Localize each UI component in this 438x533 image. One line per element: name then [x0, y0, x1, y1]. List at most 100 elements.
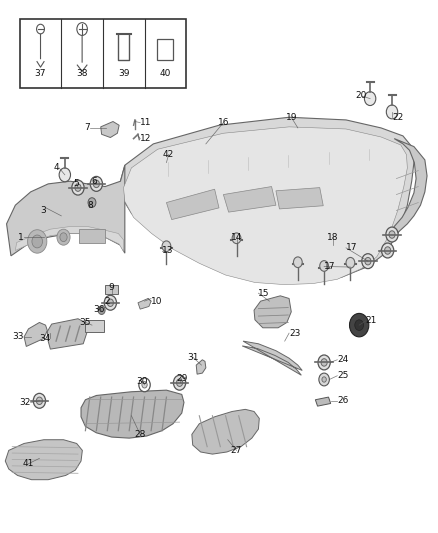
Bar: [157, 39, 173, 60]
Text: 35: 35: [80, 318, 91, 327]
Text: 21: 21: [366, 317, 377, 325]
Circle shape: [93, 180, 99, 188]
Circle shape: [177, 379, 183, 386]
Circle shape: [293, 257, 302, 268]
Text: 40: 40: [160, 69, 171, 78]
Text: 13: 13: [162, 246, 173, 255]
Circle shape: [75, 184, 81, 191]
Text: 32: 32: [19, 398, 31, 407]
Text: 4: 4: [53, 164, 59, 172]
Text: 14: 14: [231, 233, 242, 241]
Text: 31: 31: [187, 353, 198, 361]
Circle shape: [385, 247, 391, 254]
Circle shape: [77, 22, 87, 36]
Polygon shape: [394, 139, 427, 237]
Circle shape: [355, 320, 364, 330]
Polygon shape: [120, 117, 414, 282]
Text: 17: 17: [324, 262, 336, 271]
Bar: [79, 229, 105, 243]
Circle shape: [33, 393, 46, 408]
Text: 5: 5: [74, 180, 80, 188]
Circle shape: [104, 295, 117, 310]
Text: 8: 8: [87, 201, 93, 209]
Circle shape: [32, 235, 42, 248]
Text: 18: 18: [327, 233, 339, 241]
Text: 16: 16: [218, 118, 229, 127]
Polygon shape: [254, 296, 291, 328]
Text: 11: 11: [140, 118, 152, 127]
Text: 10: 10: [151, 297, 162, 305]
Circle shape: [319, 373, 329, 386]
Circle shape: [90, 176, 102, 191]
Polygon shape: [223, 187, 276, 212]
Circle shape: [36, 24, 45, 34]
Bar: [20, 19, 186, 88]
Polygon shape: [242, 341, 302, 375]
Text: 26: 26: [337, 397, 349, 405]
Text: 33: 33: [13, 333, 24, 341]
Circle shape: [346, 257, 355, 268]
Text: 37: 37: [35, 69, 46, 78]
Polygon shape: [47, 319, 88, 349]
Circle shape: [386, 105, 398, 119]
Text: 19: 19: [286, 113, 297, 122]
Circle shape: [322, 377, 326, 382]
Circle shape: [232, 233, 241, 244]
Text: 15: 15: [258, 289, 270, 297]
Polygon shape: [7, 165, 125, 256]
Bar: [105, 285, 118, 294]
Text: 42: 42: [163, 150, 174, 159]
Text: 41: 41: [23, 459, 34, 468]
Circle shape: [57, 229, 70, 245]
Circle shape: [362, 254, 374, 269]
Circle shape: [381, 243, 394, 258]
Text: 7: 7: [84, 124, 90, 132]
Text: 24: 24: [337, 356, 349, 364]
Text: 17: 17: [346, 244, 357, 252]
Circle shape: [142, 382, 147, 388]
Polygon shape: [196, 360, 206, 374]
Polygon shape: [24, 322, 47, 346]
Text: 3: 3: [40, 206, 46, 215]
Text: 12: 12: [140, 134, 152, 143]
Text: 20: 20: [356, 92, 367, 100]
Polygon shape: [101, 122, 119, 138]
Circle shape: [162, 241, 171, 252]
Circle shape: [320, 261, 328, 271]
Text: 38: 38: [76, 69, 88, 78]
Bar: [85, 320, 104, 332]
Text: 28: 28: [134, 430, 146, 439]
Circle shape: [28, 230, 47, 253]
Text: 34: 34: [39, 334, 50, 343]
Circle shape: [321, 359, 327, 366]
Text: 36: 36: [93, 305, 104, 313]
Text: 22: 22: [392, 113, 403, 122]
Polygon shape: [124, 127, 407, 285]
Text: 2: 2: [105, 297, 110, 305]
Circle shape: [60, 233, 67, 241]
Text: 23: 23: [289, 329, 300, 337]
Circle shape: [59, 168, 71, 182]
Text: 9: 9: [109, 284, 115, 292]
Text: 29: 29: [176, 374, 187, 383]
Text: 30: 30: [137, 377, 148, 385]
Circle shape: [365, 257, 371, 265]
Polygon shape: [192, 409, 259, 454]
Polygon shape: [276, 188, 323, 209]
Circle shape: [139, 378, 150, 392]
Polygon shape: [166, 189, 219, 220]
Circle shape: [88, 198, 96, 207]
Circle shape: [72, 180, 84, 195]
Circle shape: [389, 231, 395, 238]
Circle shape: [350, 313, 369, 337]
Text: 6: 6: [91, 177, 97, 185]
Circle shape: [36, 397, 42, 405]
Circle shape: [107, 299, 113, 306]
Polygon shape: [315, 397, 331, 406]
Circle shape: [364, 92, 376, 106]
Circle shape: [98, 306, 105, 314]
Text: 25: 25: [337, 372, 349, 380]
Text: 39: 39: [118, 69, 130, 78]
Circle shape: [386, 227, 398, 242]
Circle shape: [173, 375, 186, 390]
